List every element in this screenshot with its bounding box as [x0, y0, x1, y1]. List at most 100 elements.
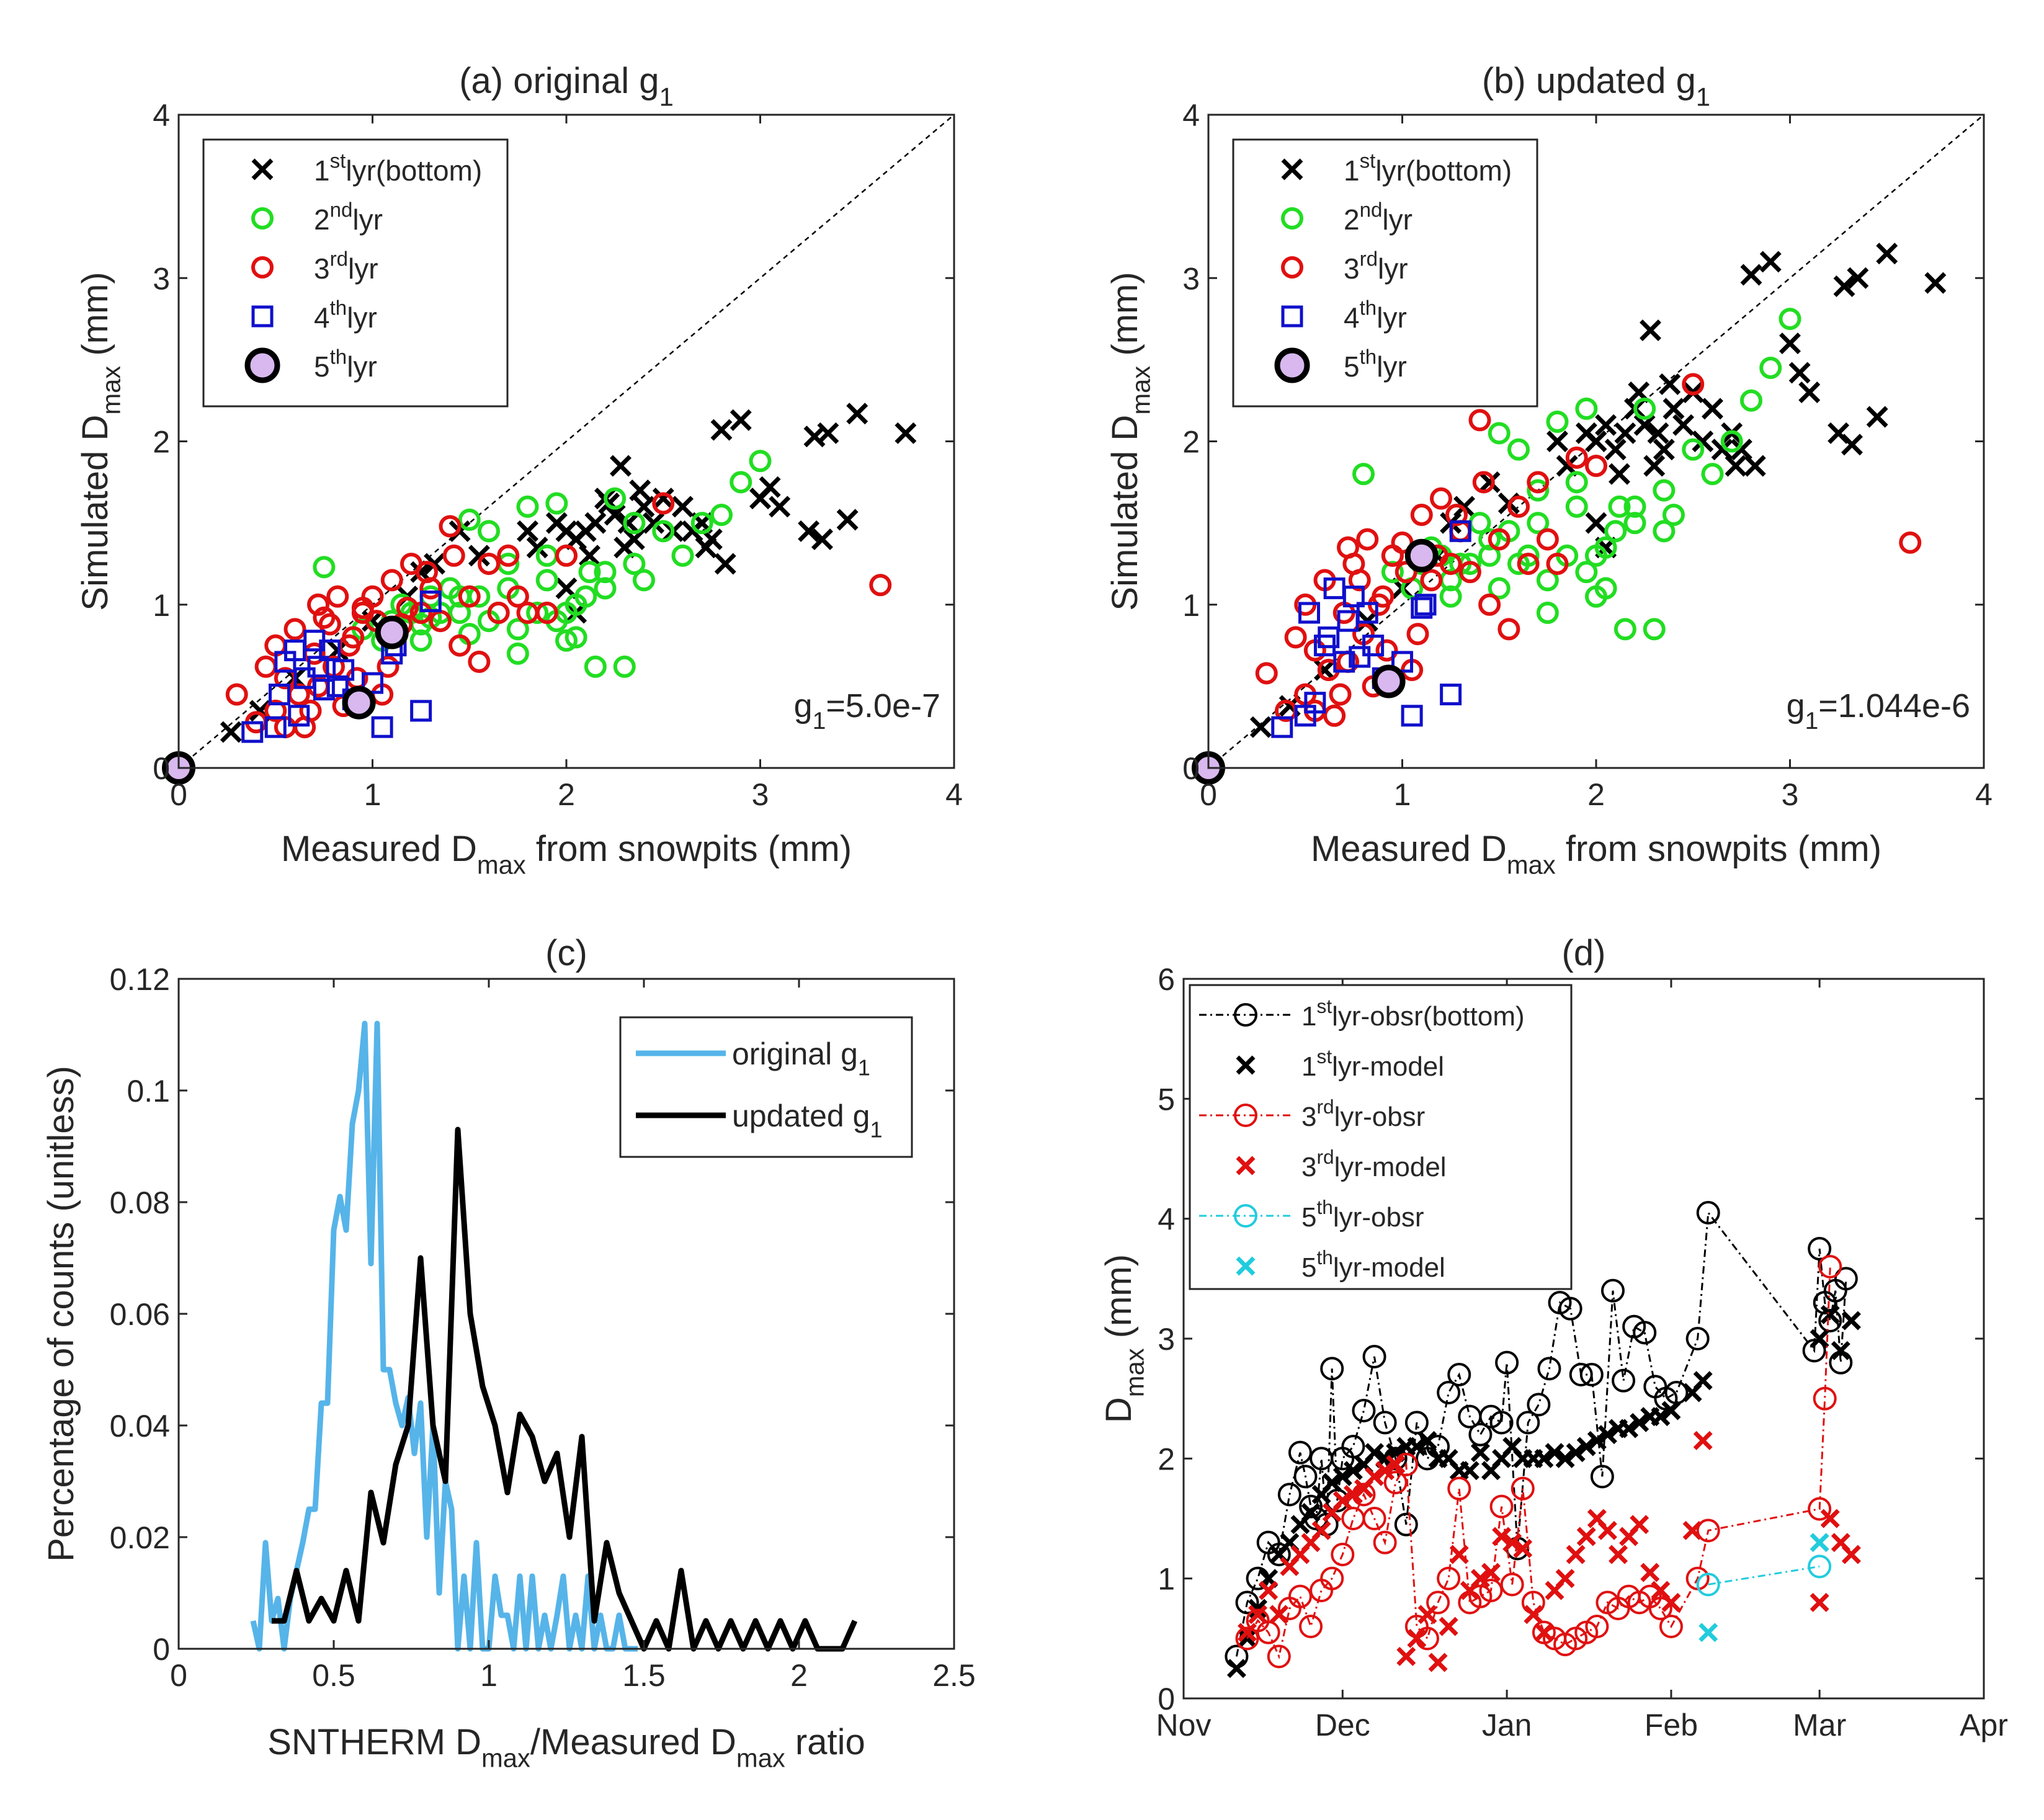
y-axis-label-part: Simulated D: [75, 415, 115, 611]
data-point: [1831, 1340, 1850, 1360]
legend-label-part: lyr: [348, 252, 378, 285]
data-point: [1478, 471, 1501, 493]
data-point: [836, 509, 859, 531]
legend-label-part: 5: [1301, 1202, 1316, 1233]
legend-marker: [251, 158, 274, 181]
data-point: [1396, 1646, 1416, 1666]
data-point: [1810, 1329, 1829, 1349]
x-axis-label-part: max: [736, 1743, 785, 1772]
chart-title-part: 1: [1696, 82, 1710, 111]
data-point: [584, 512, 607, 534]
data-point: [424, 553, 445, 575]
data-point: [1391, 651, 1413, 673]
series-1st-lyr-model: [1226, 1305, 1861, 1679]
data-point: [730, 409, 752, 431]
data-point: [798, 520, 820, 542]
data-point: [264, 716, 287, 738]
data-point: [1565, 471, 1588, 494]
y-tick-label: 3: [1182, 261, 1200, 296]
data-point: [1249, 716, 1272, 738]
data-point: [1527, 471, 1550, 494]
y-tick-label: 1: [1182, 588, 1200, 623]
data-point: [1238, 1628, 1257, 1648]
data-point: [1439, 1617, 1458, 1636]
data-point: [326, 585, 349, 608]
data-point: [1406, 623, 1429, 646]
data-point: [1301, 1502, 1321, 1522]
legend-label-part: lyr-model: [1333, 1252, 1445, 1283]
legend-box: [1189, 984, 1573, 1290]
data-point: [526, 537, 548, 559]
data-point: [1226, 1659, 1246, 1679]
chart-title: (a) original g1: [459, 61, 674, 111]
data-point: [1299, 1494, 1323, 1519]
data-point: [1269, 1605, 1289, 1625]
data-point: [1293, 1465, 1318, 1489]
data-point: [1701, 463, 1724, 486]
data-point: [1576, 1527, 1596, 1546]
data-point: [584, 655, 607, 678]
legend-label-part: nd: [330, 199, 353, 221]
data-point: [1337, 536, 1359, 559]
legend-marker: [1236, 1256, 1256, 1276]
data-point: [1411, 597, 1433, 619]
legend-label-part: 3: [1301, 1152, 1316, 1182]
legend-label-part: lyr-obsr: [1333, 1202, 1424, 1233]
x-tick-label: 2: [1587, 777, 1605, 812]
data-point: [652, 520, 675, 543]
data-point: [535, 601, 558, 624]
legend-marker: [1281, 207, 1303, 230]
data-point: [730, 471, 752, 494]
data-point: [506, 618, 529, 641]
data-point: [1720, 430, 1743, 453]
legend-label-part: th: [1360, 346, 1377, 368]
legend-label-part: rd: [330, 248, 348, 270]
data-point: [1609, 1545, 1628, 1564]
legend-label-part: 2: [1344, 203, 1360, 236]
data-point: [1362, 635, 1385, 657]
data-point: [1395, 561, 1417, 584]
data-point: [1349, 646, 1371, 668]
data-point: [1267, 1543, 1291, 1566]
data-point: [225, 683, 248, 706]
y-tick-label: 2: [153, 425, 170, 460]
data-point: [1802, 1339, 1826, 1363]
x-tick-label: 2.5: [932, 1658, 976, 1693]
data-point: [869, 574, 892, 597]
x-tick-label: 1: [364, 777, 382, 812]
data-point: [1381, 561, 1404, 584]
x-tick-label: 2: [558, 777, 575, 812]
chart-title-part: (b) updated g: [1482, 61, 1696, 101]
g1-annotation-part: g: [1787, 687, 1805, 725]
g1-annotation-part: 1: [813, 708, 826, 734]
data-point: [1740, 389, 1762, 412]
data-point: [1453, 496, 1475, 518]
legend-label: 3rdlyr: [314, 248, 378, 285]
data-point: [1333, 651, 1355, 673]
data-point: [307, 593, 329, 616]
data-point: [1470, 1569, 1490, 1589]
data-point: [1682, 373, 1705, 396]
g1-annotation: g1=5.0e-7: [794, 687, 940, 734]
legend-label-part: lyr: [1378, 252, 1408, 285]
data-point: [1651, 1407, 1671, 1427]
g1-annotation-part: =5.0e-7: [826, 687, 940, 725]
data-point: [1517, 544, 1540, 567]
data-point: [1288, 1584, 1312, 1608]
data-point: [468, 650, 491, 673]
data-point: [1375, 639, 1398, 662]
data-point: [1320, 1566, 1344, 1590]
data-point: [1661, 1401, 1681, 1421]
data-point: [458, 585, 481, 608]
data-point: [283, 618, 306, 641]
legend-label-part: th: [1316, 1246, 1332, 1269]
x-tick-label: Dec: [1315, 1708, 1370, 1742]
data-point: [1702, 398, 1723, 420]
legend-label: 4thlyr: [1344, 297, 1407, 334]
data-point: [458, 508, 481, 531]
data-point: [506, 642, 529, 665]
data-point: [1332, 1491, 1352, 1510]
legend-box: [619, 1016, 913, 1158]
